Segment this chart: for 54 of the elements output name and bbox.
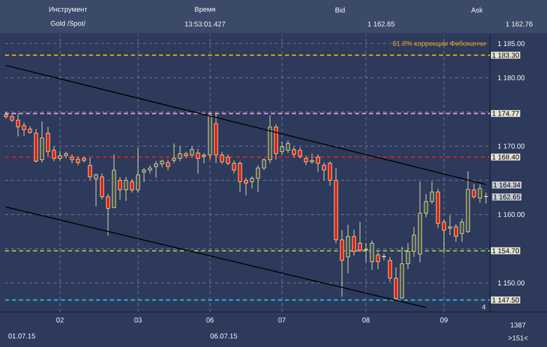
candlestick (16, 113, 20, 137)
candlestick (4, 112, 8, 120)
candlestick (286, 140, 290, 154)
candlestick (172, 143, 176, 164)
candlestick (454, 224, 458, 242)
candlestick (154, 160, 158, 178)
candlestick (160, 160, 164, 168)
candlestick (424, 194, 428, 218)
candlestick (376, 252, 380, 270)
candlestick (358, 222, 362, 252)
candlestick (106, 194, 110, 236)
candlestick (430, 181, 434, 204)
candlestick (64, 151, 68, 159)
candlestick (166, 160, 170, 170)
candlestick (232, 160, 236, 174)
candlestick (262, 158, 266, 170)
candlestick (142, 168, 146, 182)
candlestick (340, 230, 344, 297)
candlestick (310, 153, 314, 164)
candlestick (118, 176, 122, 200)
candlestick (370, 240, 374, 270)
candlestick (94, 173, 98, 207)
candlestick (280, 142, 284, 155)
candlestick (382, 253, 386, 261)
candlestick (244, 177, 248, 196)
candlestick (364, 242, 368, 263)
candlestick (130, 178, 134, 193)
candlestick (202, 152, 206, 164)
candlestick (190, 146, 194, 158)
candlestick (148, 164, 152, 174)
candlestick (322, 162, 326, 181)
candlestick (472, 183, 476, 200)
candlestick (346, 224, 350, 274)
candlestick (100, 173, 104, 200)
candlestick (394, 266, 398, 300)
candlestick (388, 256, 392, 282)
candlestick (352, 229, 356, 256)
candlestick (256, 164, 260, 192)
candlestick (442, 219, 446, 254)
candlestick (478, 184, 482, 204)
candlestick (460, 218, 464, 242)
candlestick (124, 176, 128, 202)
candlestick (250, 176, 254, 189)
candlestick (40, 121, 44, 163)
candlestick (484, 192, 488, 204)
candlestick (448, 214, 452, 236)
candlestick (238, 160, 242, 192)
candlestick (22, 122, 26, 136)
candlestick (406, 242, 410, 270)
candlestick (328, 160, 332, 186)
candlestick (412, 226, 416, 258)
candlestick (136, 148, 140, 193)
candlestick (58, 150, 62, 161)
candlestick (178, 146, 182, 162)
